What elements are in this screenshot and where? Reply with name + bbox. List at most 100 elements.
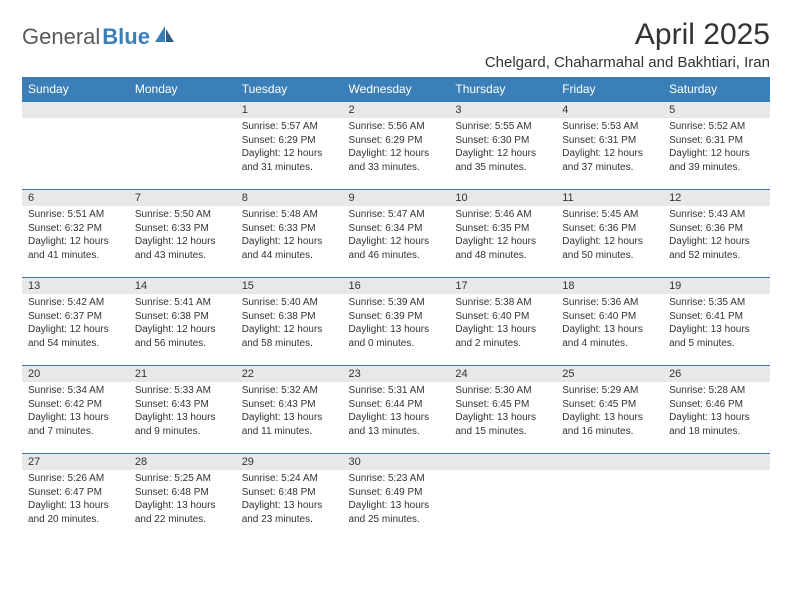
day-line: Daylight: 13 hours	[349, 323, 444, 337]
day-line: Daylight: 13 hours	[349, 499, 444, 513]
day-number	[129, 102, 236, 118]
day-line: and 5 minutes.	[669, 337, 764, 351]
day-line: and 20 minutes.	[28, 513, 123, 527]
day-line: Sunrise: 5:23 AM	[349, 472, 444, 486]
day-line: Daylight: 12 hours	[349, 147, 444, 161]
day-line: and 0 minutes.	[349, 337, 444, 351]
day-line: Sunset: 6:37 PM	[28, 310, 123, 324]
calendar-cell: 17Sunrise: 5:38 AMSunset: 6:40 PMDayligh…	[449, 278, 556, 366]
day-number: 22	[236, 366, 343, 382]
calendar-cell: 22Sunrise: 5:32 AMSunset: 6:43 PMDayligh…	[236, 366, 343, 454]
day-content: Sunrise: 5:29 AMSunset: 6:45 PMDaylight:…	[556, 382, 663, 440]
day-line: Daylight: 12 hours	[242, 235, 337, 249]
day-line: Daylight: 12 hours	[669, 147, 764, 161]
day-line: Sunset: 6:33 PM	[242, 222, 337, 236]
day-line: Sunrise: 5:31 AM	[349, 384, 444, 398]
calendar-cell: 26Sunrise: 5:28 AMSunset: 6:46 PMDayligh…	[663, 366, 770, 454]
empty-cell	[556, 454, 663, 542]
day-number: 5	[663, 102, 770, 118]
day-content: Sunrise: 5:28 AMSunset: 6:46 PMDaylight:…	[663, 382, 770, 440]
day-line: and 25 minutes.	[349, 513, 444, 527]
day-number: 1	[236, 102, 343, 118]
day-number: 27	[22, 454, 129, 470]
calendar-cell: 1Sunrise: 5:57 AMSunset: 6:29 PMDaylight…	[236, 102, 343, 190]
day-number: 15	[236, 278, 343, 294]
day-line: Sunset: 6:32 PM	[28, 222, 123, 236]
day-content: Sunrise: 5:25 AMSunset: 6:48 PMDaylight:…	[129, 470, 236, 528]
day-line: Sunrise: 5:57 AM	[242, 120, 337, 134]
day-number: 25	[556, 366, 663, 382]
day-number: 4	[556, 102, 663, 118]
day-line: and 33 minutes.	[349, 161, 444, 175]
day-content: Sunrise: 5:55 AMSunset: 6:30 PMDaylight:…	[449, 118, 556, 176]
day-number	[449, 454, 556, 470]
day-line: Daylight: 13 hours	[135, 499, 230, 513]
calendar-cell: 13Sunrise: 5:42 AMSunset: 6:37 PMDayligh…	[22, 278, 129, 366]
day-number: 13	[22, 278, 129, 294]
day-number: 14	[129, 278, 236, 294]
day-line: Sunrise: 5:53 AM	[562, 120, 657, 134]
day-line: Sunset: 6:47 PM	[28, 486, 123, 500]
day-line: Sunrise: 5:34 AM	[28, 384, 123, 398]
day-line: and 50 minutes.	[562, 249, 657, 263]
day-number: 6	[22, 190, 129, 206]
day-line: Daylight: 12 hours	[455, 147, 550, 161]
day-line: Daylight: 12 hours	[562, 147, 657, 161]
day-line: Sunrise: 5:38 AM	[455, 296, 550, 310]
title-block: April 2025 Chelgard, Chaharmahal and Bak…	[485, 18, 770, 71]
day-content: Sunrise: 5:36 AMSunset: 6:40 PMDaylight:…	[556, 294, 663, 352]
calendar-row: 1 Sunrise: 5:57 AMSunset: 6:29 PM Daylight…	[22, 102, 770, 190]
day-content: Sunrise: 5:31 AMSunset: 6:44 PMDaylight:…	[343, 382, 450, 440]
day-line: Sunrise: 5:42 AM	[28, 296, 123, 310]
day-line: Sunrise: 5:40 AM	[242, 296, 337, 310]
day-content: Sunrise: 5:56 AMSunset: 6:29 PMDaylight:…	[343, 118, 450, 176]
calendar-cell: 18Sunrise: 5:36 AMSunset: 6:40 PMDayligh…	[556, 278, 663, 366]
day-header: Friday	[556, 77, 663, 102]
empty-cell	[449, 454, 556, 542]
day-line: Sunset: 6:29 PM	[242, 134, 337, 148]
day-line: and 11 minutes.	[242, 425, 337, 439]
day-line: Sunrise: 5:46 AM	[455, 208, 550, 222]
calendar-cell: 20Sunrise: 5:34 AMSunset: 6:42 PMDayligh…	[22, 366, 129, 454]
day-line: and 54 minutes.	[28, 337, 123, 351]
day-content: Sunrise: 5:26 AMSunset: 6:47 PMDaylight:…	[22, 470, 129, 528]
day-number: 19	[663, 278, 770, 294]
day-line: Daylight: 13 hours	[28, 411, 123, 425]
day-line: Sunset: 6:35 PM	[455, 222, 550, 236]
location-text: Chelgard, Chaharmahal and Bakhtiari, Ira…	[485, 54, 770, 71]
calendar-cell: 14Sunrise: 5:41 AMSunset: 6:38 PMDayligh…	[129, 278, 236, 366]
calendar-cell: 4Sunrise: 5:53 AMSunset: 6:31 PMDaylight…	[556, 102, 663, 190]
day-header: Sunday	[22, 77, 129, 102]
day-line: Sunrise: 5:33 AM	[135, 384, 230, 398]
day-line: Daylight: 12 hours	[669, 235, 764, 249]
day-line: Daylight: 13 hours	[28, 499, 123, 513]
sail-icon	[155, 26, 175, 47]
day-number: 9	[343, 190, 450, 206]
day-line: Sunset: 6:45 PM	[455, 398, 550, 412]
day-number: 2	[343, 102, 450, 118]
day-line: Sunset: 6:48 PM	[242, 486, 337, 500]
calendar-cell: 5Sunrise: 5:52 AMSunset: 6:31 PMDaylight…	[663, 102, 770, 190]
day-line: Daylight: 13 hours	[455, 411, 550, 425]
day-content: Sunrise: 5:32 AMSunset: 6:43 PMDaylight:…	[236, 382, 343, 440]
calendar-cell: 21Sunrise: 5:33 AMSunset: 6:43 PMDayligh…	[129, 366, 236, 454]
day-content: Sunrise: 5:38 AMSunset: 6:40 PMDaylight:…	[449, 294, 556, 352]
calendar-cell: 19Sunrise: 5:35 AMSunset: 6:41 PMDayligh…	[663, 278, 770, 366]
day-line: Sunset: 6:40 PM	[455, 310, 550, 324]
day-content: Sunrise: 5:51 AMSunset: 6:32 PMDaylight:…	[22, 206, 129, 264]
day-number: 30	[343, 454, 450, 470]
calendar-cell: 24Sunrise: 5:30 AMSunset: 6:45 PMDayligh…	[449, 366, 556, 454]
day-line: Sunset: 6:34 PM	[349, 222, 444, 236]
logo-part1: General	[22, 24, 100, 50]
day-number: 24	[449, 366, 556, 382]
calendar-cell: 3Sunrise: 5:55 AMSunset: 6:30 PMDaylight…	[449, 102, 556, 190]
day-line: Daylight: 12 hours	[455, 235, 550, 249]
day-line: Sunrise: 5:39 AM	[349, 296, 444, 310]
day-header: Thursday	[449, 77, 556, 102]
day-line: Daylight: 12 hours	[28, 235, 123, 249]
day-content: Sunrise: 5:53 AMSunset: 6:31 PMDaylight:…	[556, 118, 663, 176]
day-number: 28	[129, 454, 236, 470]
day-line: Sunset: 6:42 PM	[28, 398, 123, 412]
day-line: and 31 minutes.	[242, 161, 337, 175]
day-line: Sunset: 6:49 PM	[349, 486, 444, 500]
